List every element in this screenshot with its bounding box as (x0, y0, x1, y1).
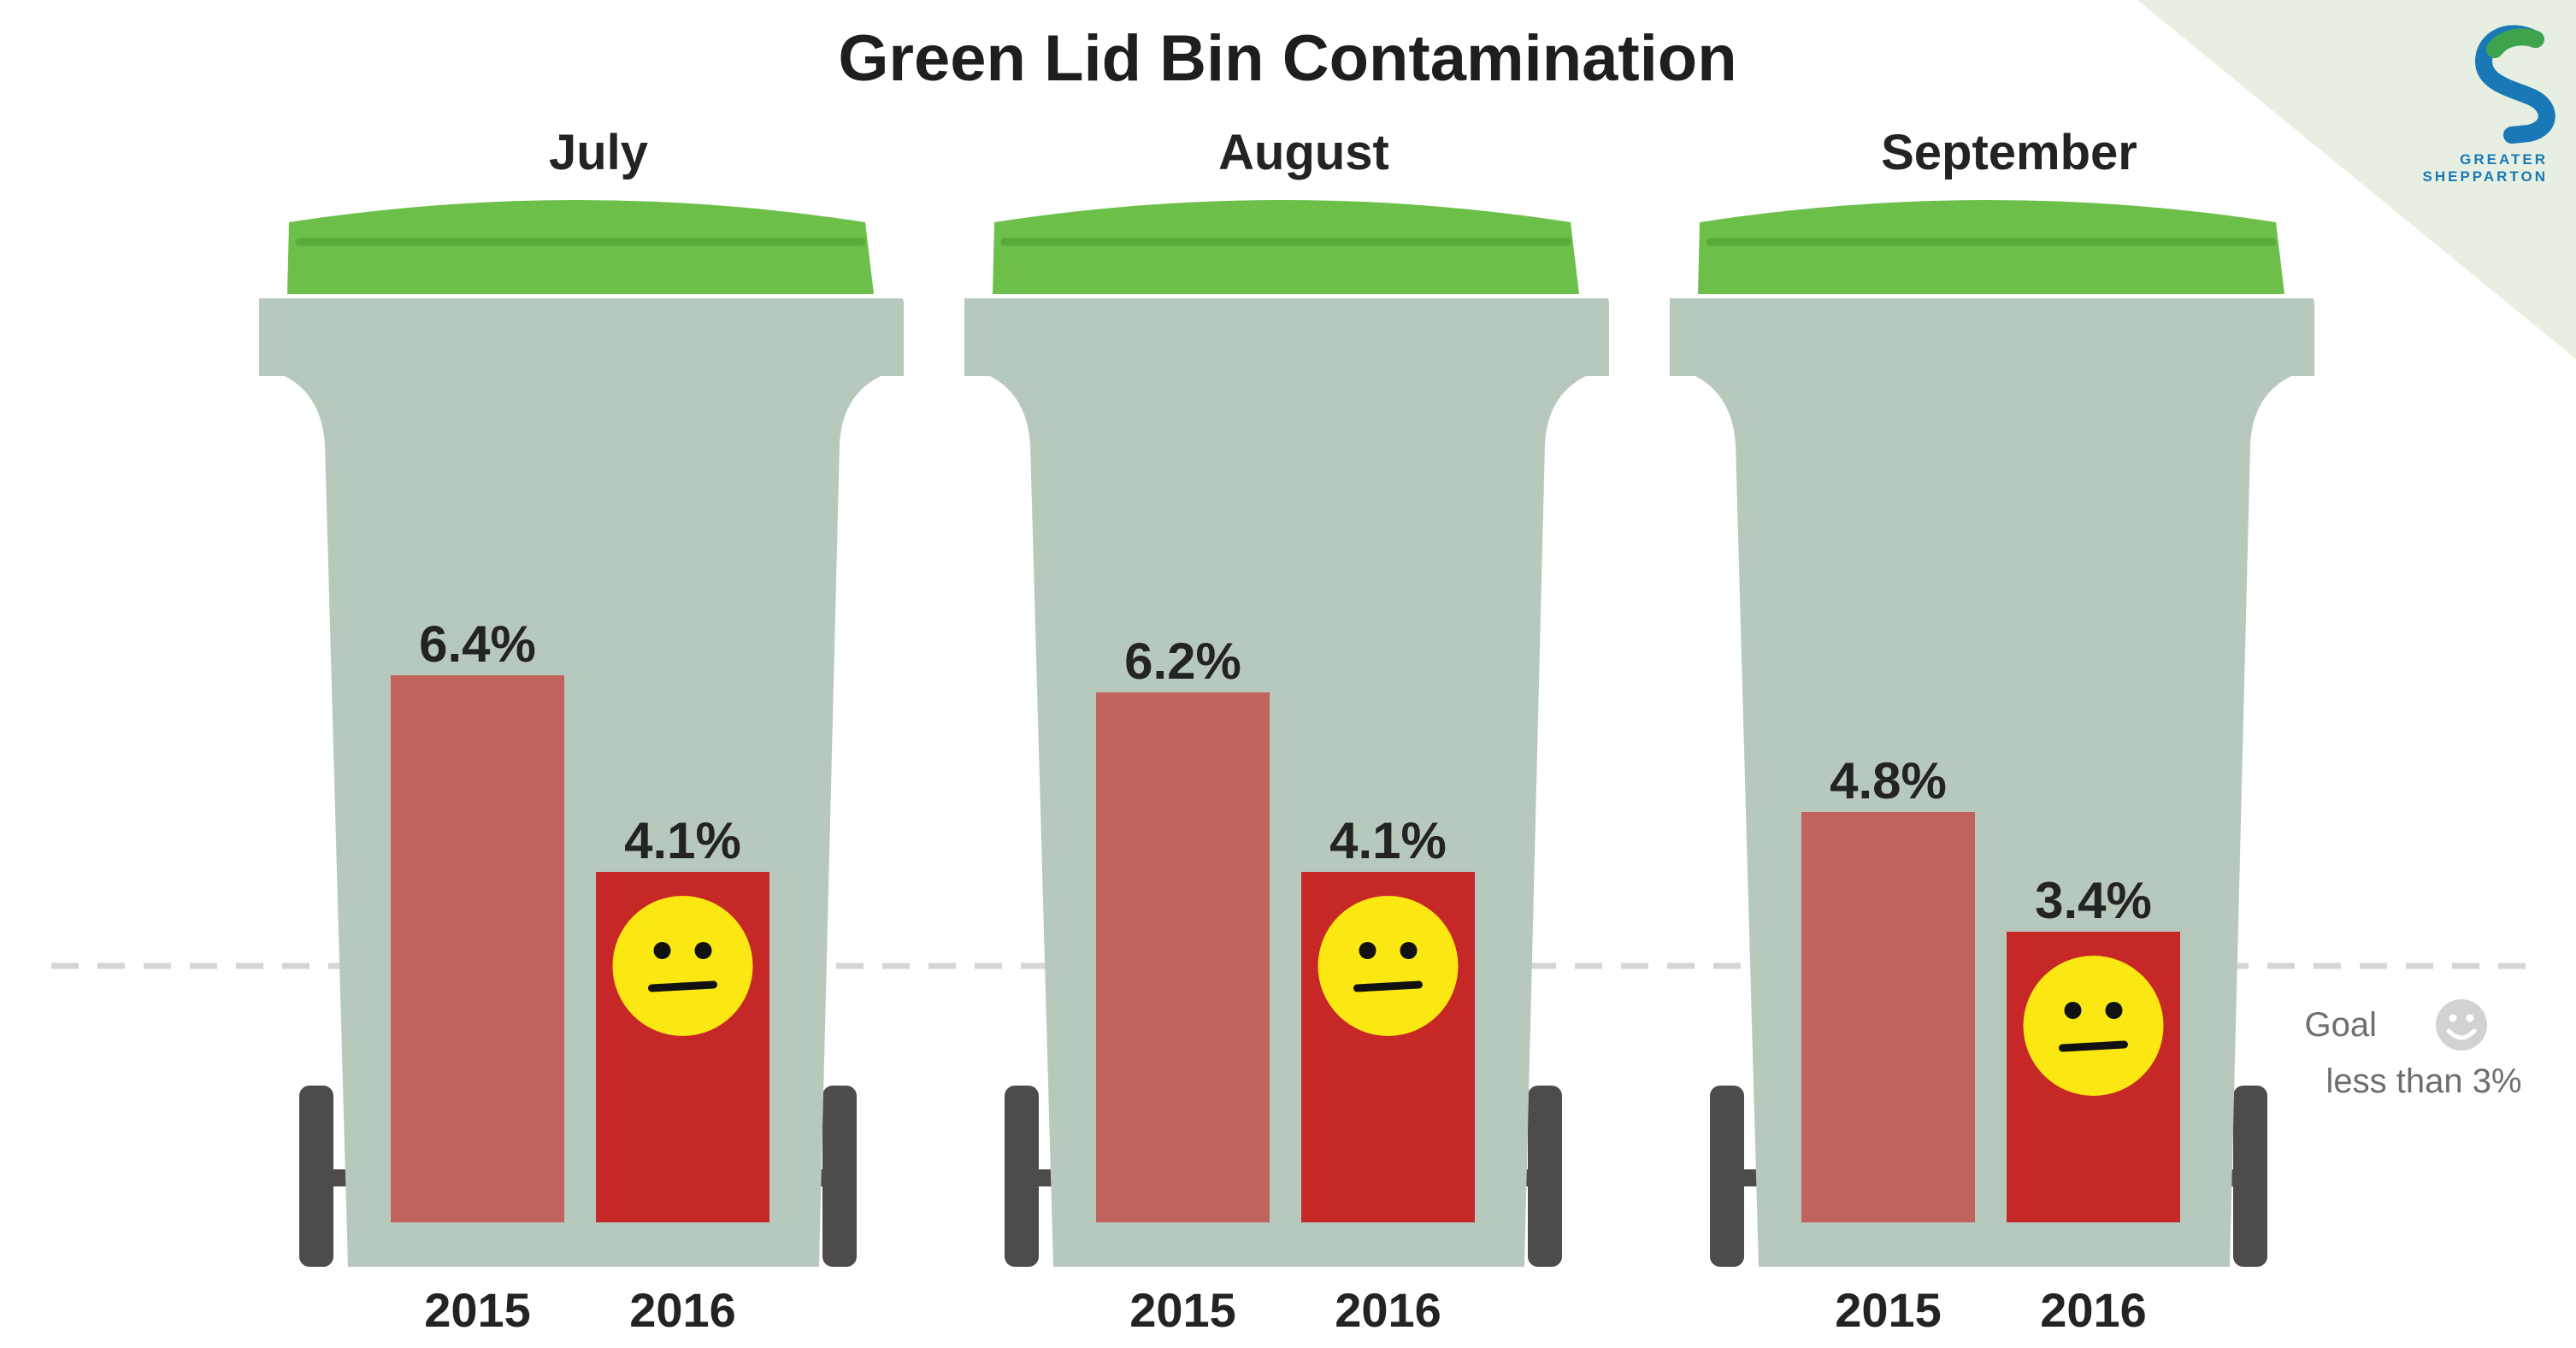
year-label: 2016 (1335, 1283, 1441, 1337)
bar-september-2015 (1801, 812, 1975, 1222)
bin-wheel (2233, 1086, 2267, 1267)
goal-label: Goal (2305, 1006, 2378, 1044)
value-label: 3.4% (2035, 872, 2152, 929)
year-label: 2015 (1129, 1283, 1236, 1337)
greater-shepparton-logo: Greater Shepparton (2422, 25, 2555, 185)
bin-september: 4.8% 2015 3.4% 2016 September (1670, 125, 2314, 1337)
chart-title: Green Lid Bin Contamination (838, 22, 1736, 95)
neutral-face-icon (1317, 896, 1459, 1036)
bin-lid (287, 200, 874, 294)
bins-layer: 6.4% 2015 4.1% 2016 July 6.2% 2015 4.1% 2016 Augu… (259, 125, 2314, 1337)
goal-smiley-icon (2436, 999, 2487, 1051)
value-label: 6.4% (419, 615, 536, 673)
bin-lid (1698, 200, 2284, 294)
year-label: 2016 (629, 1283, 736, 1337)
neutral-face-icon (2023, 956, 2164, 1096)
bin-august: 6.2% 2015 4.1% 2016 August (964, 125, 1609, 1337)
bin-wheel (1528, 1086, 1562, 1267)
neutral-face-icon (612, 896, 753, 1036)
corner-background (2137, 0, 2576, 359)
value-label: 4.1% (624, 812, 741, 869)
year-label: 2016 (2040, 1283, 2147, 1337)
bin-july: 6.4% 2015 4.1% 2016 July (259, 125, 904, 1337)
month-label: July (549, 125, 648, 180)
bin-wheel (1710, 1086, 1744, 1267)
value-label: 4.8% (1830, 752, 1947, 809)
bin-wheel (299, 1086, 333, 1267)
bar-july-2015 (391, 675, 564, 1222)
bin-wheel (1005, 1086, 1039, 1267)
goal-legend: Goal less than 3% (2305, 999, 2522, 1100)
logo-text-line1: Greater (2460, 151, 2548, 168)
bar-august-2015 (1096, 692, 1270, 1222)
value-label: 6.2% (1124, 633, 1241, 690)
value-label: 4.1% (1329, 812, 1447, 869)
month-label: September (1881, 125, 2137, 180)
bin-wheel (822, 1086, 857, 1267)
year-label: 2015 (424, 1283, 531, 1337)
goal-threshold-label: less than 3% (2325, 1063, 2521, 1100)
year-label: 2015 (1835, 1283, 1942, 1337)
bin-body (1670, 298, 2314, 1267)
logo-text-line2: Shepparton (2422, 168, 2548, 185)
bin-body (964, 298, 1609, 1267)
month-label: August (1218, 125, 1389, 180)
bin-lid (993, 200, 1579, 294)
logo-s-accent (2486, 28, 2544, 58)
bin-body (259, 298, 904, 1267)
